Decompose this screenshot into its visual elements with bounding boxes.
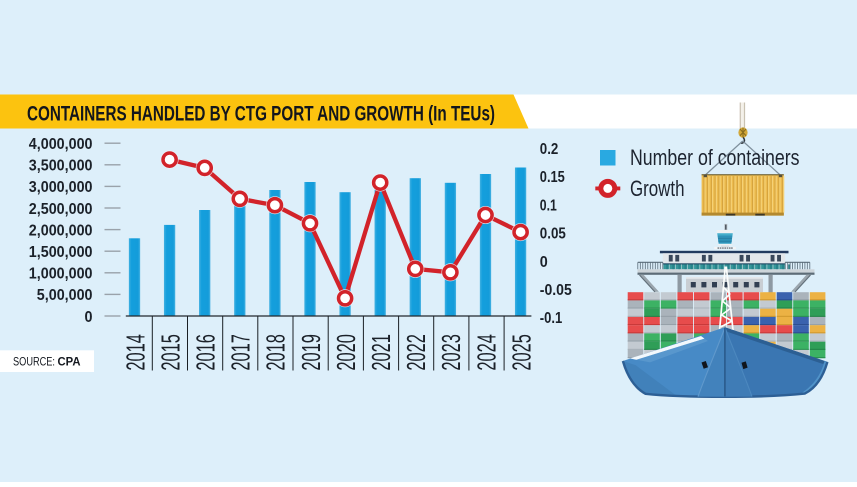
svg-text:Number of containers: Number of containers <box>630 145 800 170</box>
svg-text:2014: 2014 <box>120 334 150 371</box>
svg-text:0.15: 0.15 <box>540 169 565 186</box>
svg-text:0: 0 <box>85 309 93 326</box>
svg-text:2021: 2021 <box>366 334 396 371</box>
svg-text:1,000,000: 1,000,000 <box>29 266 93 283</box>
svg-text:2,000,000: 2,000,000 <box>29 222 93 239</box>
svg-text:2,500,000: 2,500,000 <box>29 201 93 218</box>
svg-text:0.05: 0.05 <box>540 226 566 243</box>
svg-text:2016: 2016 <box>191 334 221 371</box>
svg-text:3,500,000: 3,500,000 <box>29 158 93 175</box>
svg-text:0.1: 0.1 <box>540 197 557 214</box>
svg-text:5,00,000: 5,00,000 <box>37 287 93 304</box>
svg-text:2022: 2022 <box>401 334 431 371</box>
svg-text:2017: 2017 <box>226 334 256 371</box>
svg-text:SOURCE:CPA: SOURCE: CPA <box>13 356 81 368</box>
svg-text:-0.1: -0.1 <box>540 310 563 327</box>
svg-text:4,000,000: 4,000,000 <box>29 136 93 153</box>
svg-text:2018: 2018 <box>261 334 291 371</box>
svg-text:2024: 2024 <box>471 334 501 371</box>
svg-text:0: 0 <box>540 254 548 271</box>
svg-text:Growth: Growth <box>630 176 685 201</box>
svg-text:2019: 2019 <box>296 334 326 371</box>
svg-text:2015: 2015 <box>155 334 185 371</box>
svg-text:1,500,000: 1,500,000 <box>29 244 93 261</box>
svg-text:2025: 2025 <box>506 334 536 371</box>
svg-text:2023: 2023 <box>436 334 466 371</box>
svg-text:3,000,000: 3,000,000 <box>29 179 93 196</box>
svg-text:2020: 2020 <box>331 334 361 371</box>
svg-text:CONTAINERS HANDLED BY CTG PORT: CONTAINERS HANDLED BY CTG PORT AND GROWT… <box>27 100 495 125</box>
svg-text:-0.05: -0.05 <box>540 282 572 299</box>
svg-text:0.2: 0.2 <box>540 141 559 158</box>
